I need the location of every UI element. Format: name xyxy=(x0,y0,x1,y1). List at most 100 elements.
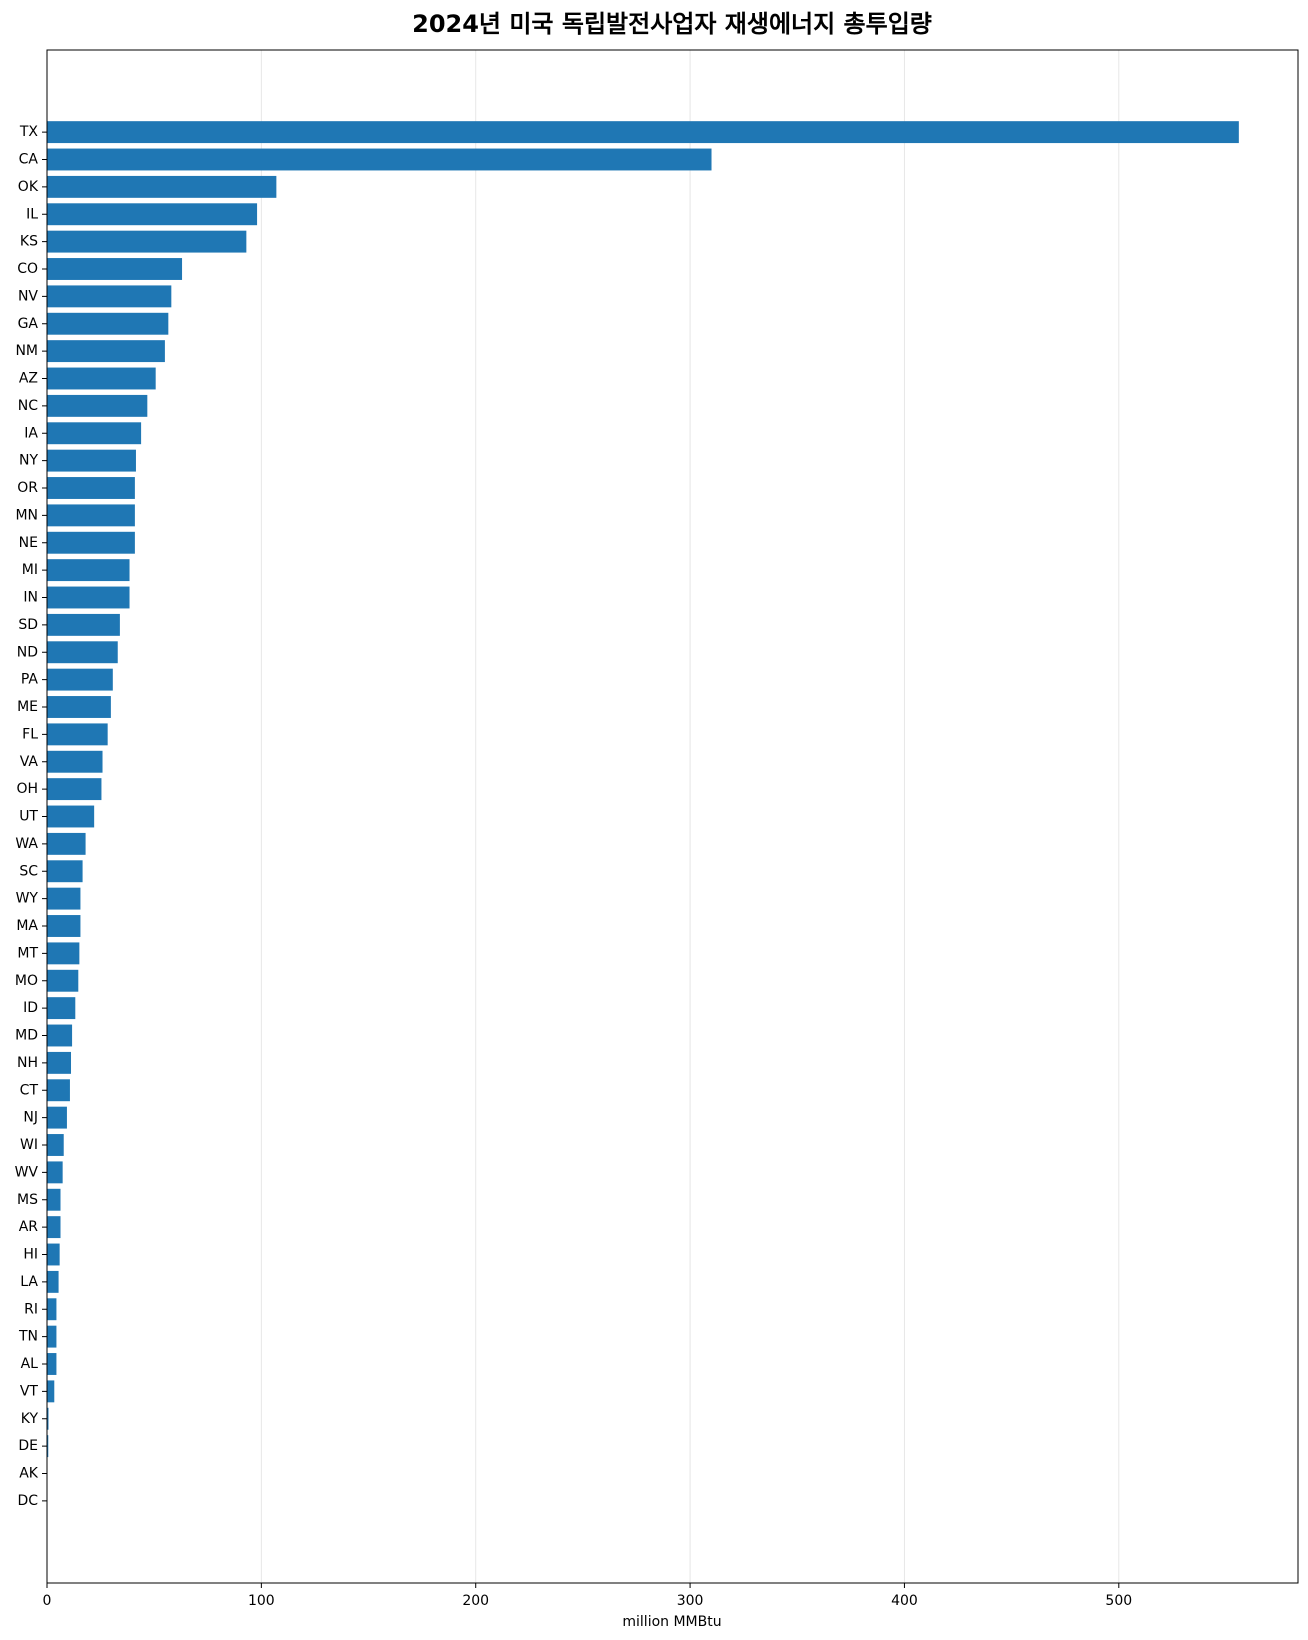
y-tick-label: KS xyxy=(20,234,38,250)
y-tick-label: UT xyxy=(19,809,38,825)
bar xyxy=(47,175,277,198)
bar xyxy=(47,477,135,499)
y-tick-label: WI xyxy=(20,1137,38,1153)
bar xyxy=(47,367,156,390)
y-tick-label: WY xyxy=(16,891,39,907)
y-tick-label: NM xyxy=(15,343,38,359)
bar xyxy=(47,422,142,445)
y-tick-label: NV xyxy=(18,288,38,304)
y-tick-label: NC xyxy=(18,398,38,414)
chart-title: 2024년 미국 독립발전사업자 재생에너지 총투입량 xyxy=(412,10,932,38)
bar xyxy=(47,641,118,664)
y-tick-label: NE xyxy=(19,535,38,551)
y-tick-label: WV xyxy=(15,1164,39,1180)
bar xyxy=(47,1353,57,1375)
y-tick-label: IL xyxy=(26,206,38,222)
y-tick-label: MO xyxy=(15,973,38,989)
bar xyxy=(47,1161,63,1184)
bar xyxy=(47,312,169,335)
y-tick-label: VT xyxy=(20,1383,39,1399)
y-tick-label: ID xyxy=(23,1000,38,1016)
y-tick-label: NH xyxy=(17,1055,38,1071)
bar xyxy=(47,942,80,965)
y-tick-label: MT xyxy=(17,945,38,961)
bar xyxy=(47,1216,61,1239)
x-tick-label: 400 xyxy=(891,1593,918,1609)
y-tick-label: CO xyxy=(17,261,38,277)
y-tick-label: AZ xyxy=(19,371,38,387)
y-tick-label: ND xyxy=(17,644,38,660)
bar xyxy=(47,1188,61,1211)
y-tick-label: RI xyxy=(24,1301,38,1317)
bar xyxy=(47,559,130,582)
x-tick-label: 300 xyxy=(677,1593,704,1609)
x-tick-label: 500 xyxy=(1105,1593,1132,1609)
bar xyxy=(47,1298,57,1321)
y-tick-label: OH xyxy=(16,781,38,797)
bar xyxy=(47,531,135,554)
bar xyxy=(47,586,130,609)
y-tick-label: FL xyxy=(22,726,38,742)
y-tick-label: TX xyxy=(19,124,39,140)
y-tick-label: CA xyxy=(19,152,39,168)
x-tick-label: 0 xyxy=(43,1593,52,1609)
bar xyxy=(47,1106,67,1129)
bar xyxy=(47,997,76,1020)
y-tick-label: MA xyxy=(16,918,38,934)
bar xyxy=(47,723,108,746)
bar xyxy=(47,1325,57,1348)
bar xyxy=(47,1134,64,1156)
bar xyxy=(47,1243,60,1266)
y-tick-label: IN xyxy=(23,590,38,606)
y-tick-label: MD xyxy=(15,1028,38,1044)
x-axis-label: million MMBtu xyxy=(622,1614,721,1630)
bar xyxy=(47,1024,73,1047)
bar xyxy=(47,696,111,718)
bar xyxy=(47,394,148,417)
y-tick-label: SC xyxy=(19,863,38,879)
y-tick-label: SD xyxy=(18,617,38,633)
bar xyxy=(47,969,79,992)
y-tick-label: IA xyxy=(24,425,38,441)
y-tick-label: LA xyxy=(20,1274,38,1290)
y-tick-label: WA xyxy=(15,836,38,852)
y-tick-label: HI xyxy=(23,1247,38,1263)
bar xyxy=(47,860,83,883)
bar xyxy=(47,750,103,773)
y-tick-label: MN xyxy=(15,507,38,523)
plot-frame xyxy=(46,49,1299,1584)
y-tick-label: DC xyxy=(17,1493,38,1509)
bar xyxy=(47,449,136,472)
bar xyxy=(47,1380,55,1403)
y-tick-label: KY xyxy=(21,1411,39,1427)
bar xyxy=(47,230,247,253)
y-tick-label: PA xyxy=(21,672,39,688)
bar xyxy=(47,1407,49,1430)
bar xyxy=(47,148,712,171)
bar xyxy=(47,340,165,363)
bar xyxy=(47,1435,49,1458)
bar xyxy=(47,613,120,636)
y-tick-label: VA xyxy=(20,754,39,770)
y-tick-label: NY xyxy=(19,453,38,469)
bar xyxy=(47,1079,70,1102)
bar xyxy=(47,832,86,855)
x-tick-label: 100 xyxy=(248,1593,275,1609)
bar xyxy=(47,121,1239,144)
bar xyxy=(47,887,81,910)
y-tick-label: DE xyxy=(18,1438,38,1454)
y-tick-label: CT xyxy=(20,1082,39,1098)
y-tick-label: OR xyxy=(17,480,38,496)
bar xyxy=(47,504,135,527)
y-tick-label: AR xyxy=(19,1219,39,1235)
y-tick-label: AK xyxy=(19,1466,39,1482)
y-tick-label: MS xyxy=(17,1192,38,1208)
y-tick-label: NJ xyxy=(23,1110,38,1126)
y-tick-label: ME xyxy=(17,699,38,715)
bar xyxy=(47,1270,59,1293)
y-tick-label: MI xyxy=(22,562,38,578)
bar xyxy=(47,285,172,308)
bar xyxy=(47,668,113,691)
